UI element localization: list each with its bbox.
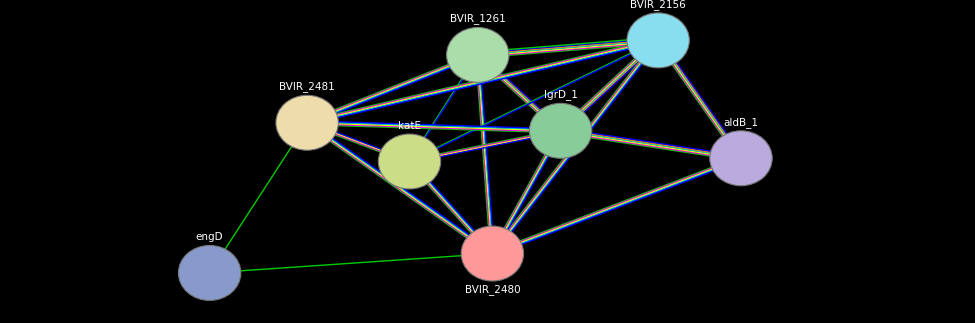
Text: aldB_1: aldB_1: [723, 117, 759, 128]
Ellipse shape: [529, 103, 592, 158]
Text: katE: katE: [398, 121, 421, 131]
Ellipse shape: [276, 95, 338, 150]
Text: BVIR_2480: BVIR_2480: [464, 284, 521, 295]
Ellipse shape: [710, 131, 772, 186]
Ellipse shape: [627, 13, 689, 68]
Ellipse shape: [447, 27, 509, 82]
Text: BVIR_1261: BVIR_1261: [449, 13, 506, 24]
Text: engD: engD: [196, 232, 223, 242]
Ellipse shape: [378, 134, 441, 189]
Text: lgrD_1: lgrD_1: [544, 89, 577, 100]
Text: BVIR_2156: BVIR_2156: [630, 0, 686, 10]
Text: BVIR_2481: BVIR_2481: [279, 81, 335, 92]
Ellipse shape: [178, 245, 241, 300]
Ellipse shape: [461, 226, 524, 281]
